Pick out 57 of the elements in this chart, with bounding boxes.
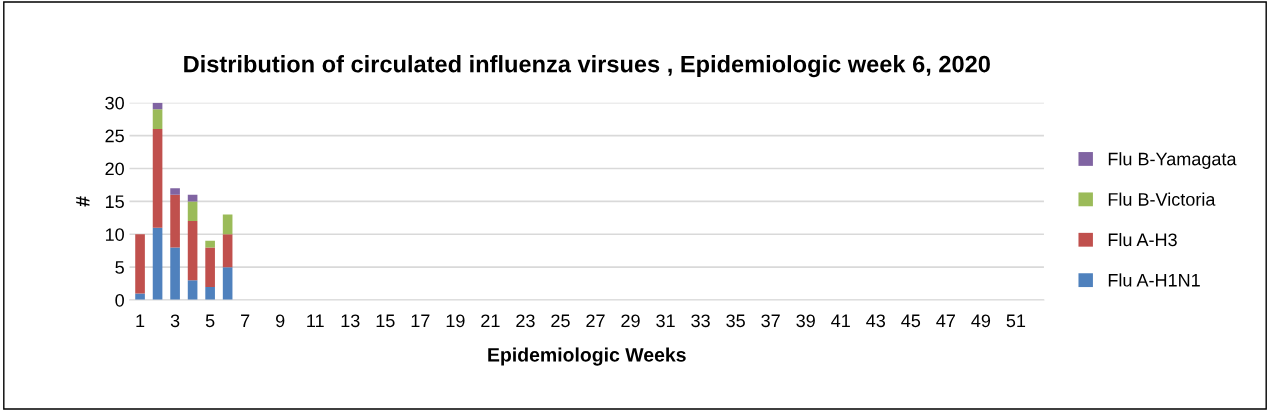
y-tick-label: 0 [115, 293, 124, 307]
x-tick-label: 45 [901, 314, 921, 328]
y-tick-label: 20 [105, 162, 124, 176]
x-tick-label: 35 [726, 314, 745, 328]
legend-label: Flu A-H1N1 [1108, 273, 1200, 287]
x-tick-label: 11 [307, 314, 324, 327]
x-tick-label: 21 [481, 314, 500, 327]
bar [222, 214, 233, 235]
x-tick-label: 17 [411, 314, 430, 327]
x-tick-label: 25 [551, 314, 570, 328]
x-tick-label: 9 [276, 314, 285, 328]
y-axis-title: # [76, 196, 90, 207]
y-tick-label: 30 [105, 96, 124, 110]
x-tick-label: 33 [691, 314, 710, 328]
bar [205, 247, 215, 287]
bar [152, 109, 163, 130]
x-tick-label: 27 [586, 314, 605, 327]
bar [222, 267, 233, 301]
x-tick-label: 39 [796, 314, 815, 328]
x-tick-label: 13 [341, 314, 360, 328]
x-tick-label: 31 [656, 314, 675, 328]
x-tick-label: 47 [936, 314, 955, 327]
bar [187, 280, 198, 301]
bar [135, 234, 145, 294]
x-tick-label: 5 [205, 314, 215, 328]
bar [170, 188, 180, 195]
bar [170, 247, 180, 301]
bar [205, 286, 215, 301]
x-tick-label: 3 [170, 314, 180, 328]
x-tick-label: 43 [866, 314, 886, 328]
legend-label: Flu B-Victoria [1108, 192, 1216, 206]
y-tick-label: 10 [105, 228, 124, 241]
y-tick-label: 5 [115, 261, 124, 274]
legend-label: Flu A-H3 [1108, 232, 1177, 247]
bar [170, 194, 180, 248]
bar [187, 201, 198, 222]
x-tick-label: 1 [136, 314, 145, 327]
x-tick-label: 15 [376, 314, 395, 328]
x-tick-label: 51 [1006, 314, 1026, 328]
legend-label: Flu B-Yamagata [1108, 152, 1237, 169]
y-tick-label: 15 [105, 195, 124, 209]
x-tick-label: 29 [621, 314, 640, 328]
chart-title: Distribution of circulated influenza virsues , Epidemiologic week 6, 2020 [184, 55, 990, 78]
x-tick-label: 19 [446, 314, 465, 328]
y-tick-label: 25 [105, 129, 124, 143]
x-tick-label: 23 [516, 314, 535, 328]
bar [187, 221, 198, 281]
bar [222, 234, 233, 268]
x-tick-label: 41 [831, 314, 850, 327]
bar [152, 227, 163, 301]
bar [152, 129, 163, 228]
x-axis-title: Epidemiologic Weeks [488, 347, 686, 366]
x-tick-label: 49 [971, 314, 991, 328]
bar [135, 293, 145, 301]
bar [205, 240, 215, 248]
x-tick-label: 37 [761, 314, 780, 328]
x-tick-label: 7 [241, 314, 250, 327]
